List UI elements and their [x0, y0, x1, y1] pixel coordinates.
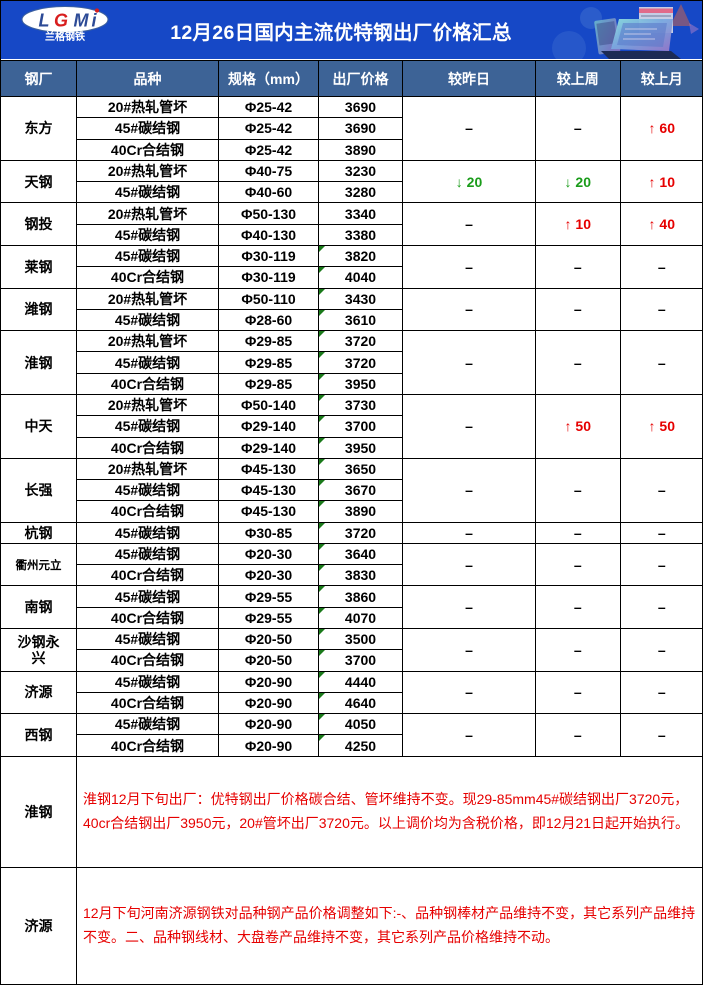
svg-text:M: M — [74, 11, 90, 31]
svg-text:兰格钢铁: 兰格钢铁 — [45, 30, 85, 43]
svg-text:G: G — [54, 11, 68, 31]
svg-text:L: L — [39, 11, 50, 31]
